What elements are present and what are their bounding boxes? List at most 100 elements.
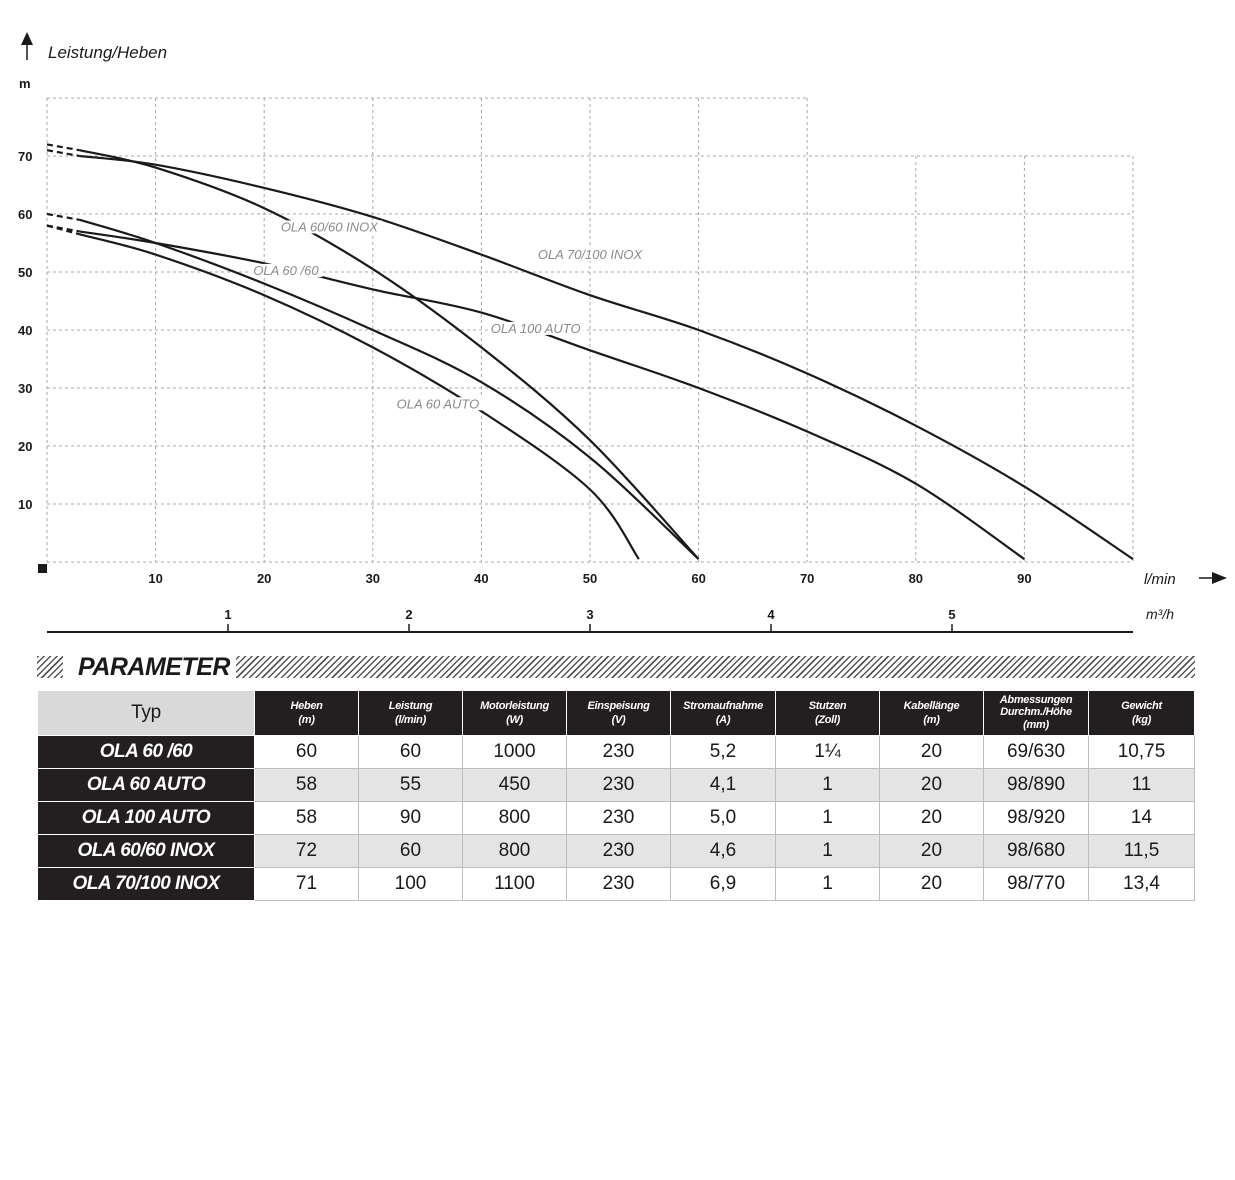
secondary-axis-tick-label: 4 bbox=[767, 607, 775, 622]
table-cell: 20 bbox=[879, 867, 984, 901]
curve-ola-100-auto bbox=[79, 230, 1026, 561]
y-tick-label: 10 bbox=[18, 497, 32, 512]
table-cell: 1 bbox=[775, 834, 880, 868]
table-cell: 6,9 bbox=[670, 867, 776, 901]
table-cell: 60 bbox=[254, 735, 359, 769]
column-header: Motorleistung (W) bbox=[462, 690, 567, 736]
x-tick-label: 20 bbox=[257, 571, 271, 586]
row-type-name: OLA 60 /60 bbox=[37, 735, 255, 769]
column-header-unit: (V) bbox=[611, 714, 626, 726]
curve-label-background bbox=[487, 321, 584, 335]
curve-label-ola-70-100-inox: OLA 70/100 INOX bbox=[538, 247, 644, 262]
column-header-unit: (kg) bbox=[1132, 714, 1151, 726]
x-tick-label: 10 bbox=[148, 571, 162, 586]
curve-ola-70-100-inox bbox=[79, 154, 1134, 561]
typ-header: Typ bbox=[37, 690, 255, 736]
column-header-unit: (mm) bbox=[1023, 719, 1049, 731]
column-header: Heben (m) bbox=[254, 690, 359, 736]
x-tick-label: 60 bbox=[691, 571, 705, 586]
hatch-right bbox=[232, 656, 1195, 678]
table-cell: 72 bbox=[254, 834, 359, 868]
curve-ola-60-60 bbox=[79, 218, 700, 560]
curve-label-background bbox=[393, 397, 483, 411]
table-cell: 1000 bbox=[462, 735, 567, 769]
table-cell: 1 bbox=[775, 867, 880, 901]
curve-extension-ola-70-100-inox bbox=[46, 149, 80, 158]
chart-grid bbox=[46, 97, 1134, 563]
table-cell: 1¼ bbox=[775, 735, 880, 769]
table-cell: 55 bbox=[358, 768, 463, 802]
table-cell: 13,4 bbox=[1088, 867, 1195, 901]
y-axis-title: Leistung/Heben bbox=[48, 43, 167, 62]
column-header: Stutzen (Zoll) bbox=[775, 690, 880, 736]
column-header-unit: (m) bbox=[923, 714, 940, 726]
table-cell: 98/680 bbox=[983, 834, 1089, 868]
x-tick-label: 80 bbox=[909, 571, 923, 586]
table-cell: 5,2 bbox=[670, 735, 776, 769]
x-axis-arrow-icon bbox=[1212, 572, 1227, 584]
row-type-name: OLA 60/60 INOX bbox=[37, 834, 255, 868]
chart-axes: 10 20 30 40 50 60 70 10 20 30 40 50 60 70 80 90 Leistung… bbox=[18, 32, 1227, 633]
table-cell: 230 bbox=[566, 867, 671, 901]
y-tick-label: 60 bbox=[18, 207, 32, 222]
table-cell: 11 bbox=[1088, 768, 1195, 802]
table-cell: 11,5 bbox=[1088, 834, 1195, 868]
table-cell: 4,6 bbox=[670, 834, 776, 868]
column-header-unit: (m) bbox=[298, 714, 315, 726]
table-cell: 10,75 bbox=[1088, 735, 1195, 769]
table-cell: 5,0 bbox=[670, 801, 776, 835]
curve-label-background bbox=[277, 220, 383, 234]
parameter-title: PARAMETER bbox=[72, 652, 236, 682]
y-tick-label: 40 bbox=[18, 323, 32, 338]
column-header: Gewicht (kg) bbox=[1088, 690, 1195, 736]
y-tick-label: 20 bbox=[18, 439, 32, 454]
x-tick-label: 90 bbox=[1017, 571, 1031, 586]
column-header-name: Heben bbox=[290, 700, 323, 712]
table-cell: 800 bbox=[462, 834, 567, 868]
column-header-name: Gewicht bbox=[1121, 700, 1162, 712]
table-row: OLA 60/60 INOX 72 60 800 230 4,6 1 20 98/680 11,5 bbox=[37, 834, 1195, 868]
x-tick-label: 30 bbox=[366, 571, 380, 586]
column-header-name: Einspeisung bbox=[587, 700, 650, 712]
curve-extension-ola-60-60 bbox=[46, 212, 80, 221]
x-tick-label: 50 bbox=[583, 571, 597, 586]
row-type-name: OLA 70/100 INOX bbox=[37, 867, 255, 901]
column-header: Einspeisung (V) bbox=[566, 690, 671, 736]
y-tick-label: 50 bbox=[18, 265, 32, 280]
y-tick-label: 30 bbox=[18, 381, 32, 396]
table-cell: 20 bbox=[879, 735, 984, 769]
table-cell: 4,1 bbox=[670, 768, 776, 802]
table-cell: 90 bbox=[358, 801, 463, 835]
pump-curve-chart: 10 20 30 40 50 60 70 10 20 30 40 50 60 70 80 90 Leistung… bbox=[18, 32, 1227, 633]
table-cell: 60 bbox=[358, 735, 463, 769]
curve-label-ola-60-60-inox: OLA 60/60 INOX bbox=[281, 219, 379, 234]
column-header-unit: (Zoll) bbox=[814, 714, 841, 726]
column-header: Abmessungen Durchm./Höhe (mm) bbox=[983, 690, 1089, 736]
table-cell: 20 bbox=[879, 801, 984, 835]
secondary-axis-tick-label: 3 bbox=[586, 607, 593, 622]
curve-label-ola-100-auto: OLA 100 AUTO bbox=[491, 321, 581, 336]
table-cell: 20 bbox=[879, 768, 984, 802]
table-cell: 20 bbox=[879, 834, 984, 868]
table-cell: 1 bbox=[775, 768, 880, 802]
curve-extension-ola-60-60-inox bbox=[46, 143, 80, 152]
parameter-table: Typ Heben (m) Leistung (l/min) Motorleistung… bbox=[37, 690, 1195, 901]
secondary-axis-tick-label: 2 bbox=[405, 607, 412, 622]
row-type-name: OLA 60 AUTO bbox=[37, 768, 255, 802]
table-row: OLA 60 /60 60 60 1000 230 5,2 1¼ 20 69/630 10,75 bbox=[37, 735, 1195, 769]
curve-label-ola-60-auto: OLA 60 AUTO bbox=[397, 396, 480, 411]
table-cell: 58 bbox=[254, 768, 359, 802]
column-header-unit: (A) bbox=[715, 714, 731, 726]
curve-label-background bbox=[534, 248, 647, 262]
y-tick-label: 70 bbox=[18, 149, 32, 164]
table-cell: 60 bbox=[358, 834, 463, 868]
column-header-unit: (W) bbox=[506, 714, 523, 726]
column-header-name: Motorleistung bbox=[480, 700, 549, 712]
table-cell: 450 bbox=[462, 768, 567, 802]
curve-label-background bbox=[250, 263, 323, 277]
table-cell: 230 bbox=[566, 801, 671, 835]
table-row: OLA 70/100 INOX 71 100 1100 230 6,9 1 20 98/770 1… bbox=[37, 867, 1195, 901]
secondary-axis-tick-label: 5 bbox=[948, 607, 955, 622]
table-cell: 98/770 bbox=[983, 867, 1089, 901]
table-cell: 58 bbox=[254, 801, 359, 835]
